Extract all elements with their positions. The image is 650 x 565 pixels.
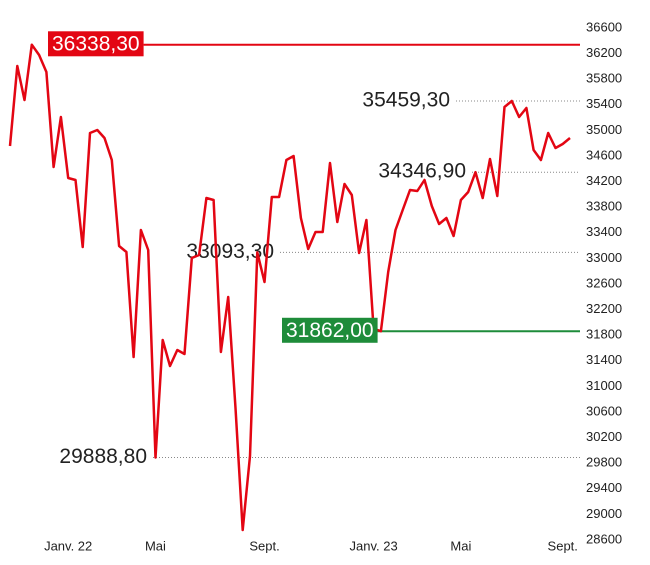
y-tick-label: 35400: [586, 96, 622, 111]
x-tick-label: Sept.: [548, 538, 578, 553]
y-tick-label: 32600: [586, 275, 622, 290]
x-tick-label: Janv. 22: [44, 538, 92, 553]
annotation-label: 29888,80: [59, 445, 147, 468]
y-tick-label: 33800: [586, 199, 622, 214]
y-tick-label: 33400: [586, 224, 622, 239]
y-tick-label: 30200: [586, 429, 622, 444]
y-tick-label: 33000: [586, 250, 622, 265]
y-tick-label: 36600: [586, 19, 622, 34]
annotation-label: 35459,30: [362, 89, 450, 112]
y-tick-label: 31800: [586, 327, 622, 342]
y-tick-label: 35000: [586, 122, 622, 137]
y-tick-label: 28600: [586, 531, 622, 546]
price-line: [8, 43, 571, 532]
y-tick-label: 32200: [586, 301, 622, 316]
annotation-label: 33093,30: [186, 240, 274, 263]
y-tick-label: 29000: [586, 506, 622, 521]
x-tick-label: Janv. 23: [350, 538, 398, 553]
y-tick-label: 36200: [586, 45, 622, 60]
annotation-label: 36338,30: [52, 32, 140, 55]
x-tick-label: Mai: [145, 538, 166, 553]
x-tick-label: Mai: [450, 538, 471, 553]
y-tick-label: 35800: [586, 71, 622, 86]
y-tick-label: 29400: [586, 480, 622, 495]
y-tick-label: 29800: [586, 455, 622, 470]
annotation-box: [282, 317, 378, 343]
y-tick-label: 31000: [586, 378, 622, 393]
annotation-label: 34346,90: [378, 160, 466, 183]
x-tick-label: Sept.: [249, 538, 279, 553]
annotation-label: 31862,00: [286, 319, 374, 342]
y-tick-label: 31400: [586, 352, 622, 367]
y-tick-label: 30600: [586, 403, 622, 418]
y-tick-label: 34200: [586, 173, 622, 188]
annotation-box: [48, 31, 144, 57]
y-tick-label: 34600: [586, 147, 622, 162]
